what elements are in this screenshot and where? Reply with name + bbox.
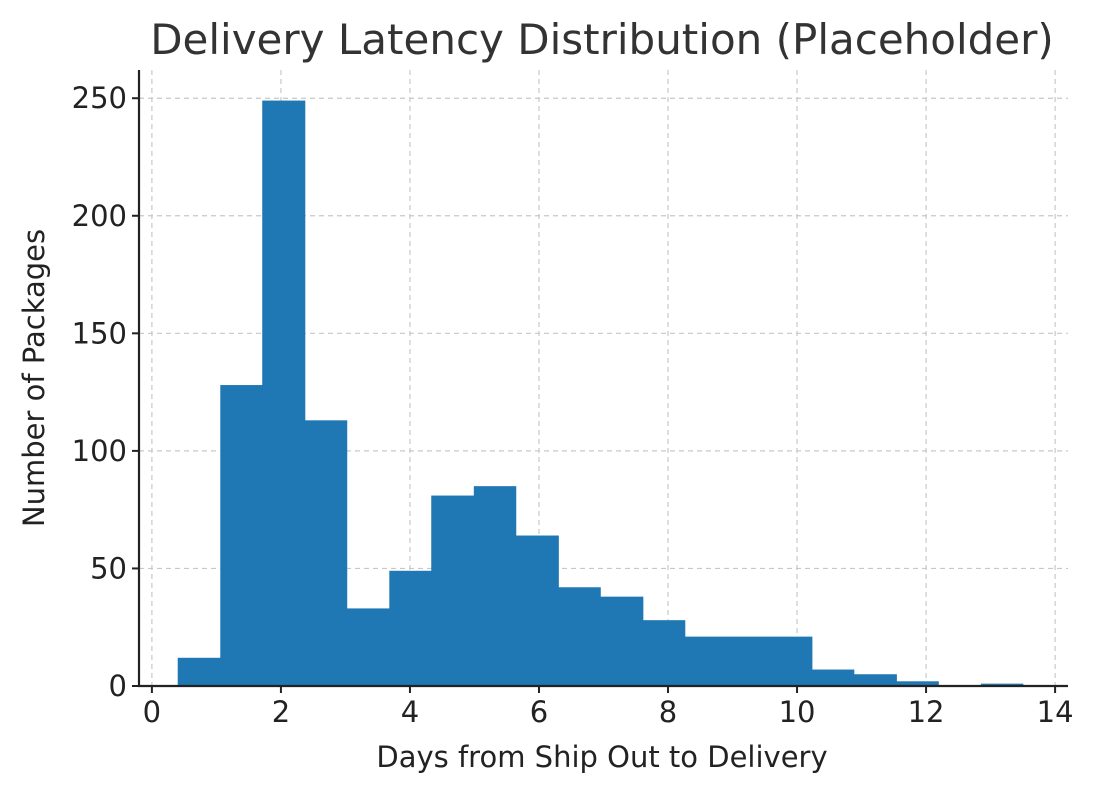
y-tick-label: 150 — [72, 316, 127, 350]
y-tick-label: 200 — [72, 199, 127, 233]
histogram-bar — [642, 620, 686, 686]
histogram-bar — [177, 657, 221, 686]
histogram-bar — [684, 636, 728, 686]
x-tick-label: 0 — [143, 695, 161, 729]
x-tick-label: 2 — [272, 695, 290, 729]
histogram-bar — [515, 535, 559, 686]
histogram-bar — [389, 570, 432, 686]
bars-layer — [177, 100, 1024, 687]
y-tick-label: 250 — [72, 81, 127, 115]
histogram-bar — [304, 420, 348, 686]
histogram-bar — [727, 636, 770, 686]
histogram-bar — [811, 669, 855, 686]
x-tick-label: 14 — [1037, 695, 1074, 729]
x-tick-label: 12 — [908, 695, 945, 729]
ticks-layer: 0 2 4 6 8 10 12 14 0 50 100 150 200 250 — [72, 81, 1074, 729]
axes-layer — [137, 70, 1068, 688]
y-tick-label: 50 — [90, 551, 127, 585]
y-tick-label: 0 — [109, 669, 127, 703]
histogram-bar — [262, 100, 306, 687]
x-tick-label: 8 — [659, 695, 677, 729]
x-tick-label: 6 — [530, 695, 548, 729]
x-tick-label: 10 — [779, 695, 816, 729]
histogram-bar — [896, 681, 939, 686]
y-tick-label: 100 — [72, 434, 127, 468]
histogram-bar — [853, 674, 897, 686]
y-axis-label: Number of Packages — [17, 229, 51, 527]
x-tick-label: 4 — [401, 695, 419, 729]
histogram-bar — [431, 495, 475, 686]
histogram-bar — [346, 608, 390, 686]
histogram-bar — [769, 636, 813, 686]
chart-title: Delivery Latency Distribution (Placehold… — [150, 15, 1054, 64]
histogram-bar — [558, 587, 601, 686]
x-axis-label: Days from Ship Out to Delivery — [376, 740, 827, 774]
histogram-bar — [600, 596, 644, 686]
histogram-bar — [980, 683, 1024, 686]
histogram-bar — [473, 486, 517, 686]
histogram-bar — [220, 385, 263, 686]
